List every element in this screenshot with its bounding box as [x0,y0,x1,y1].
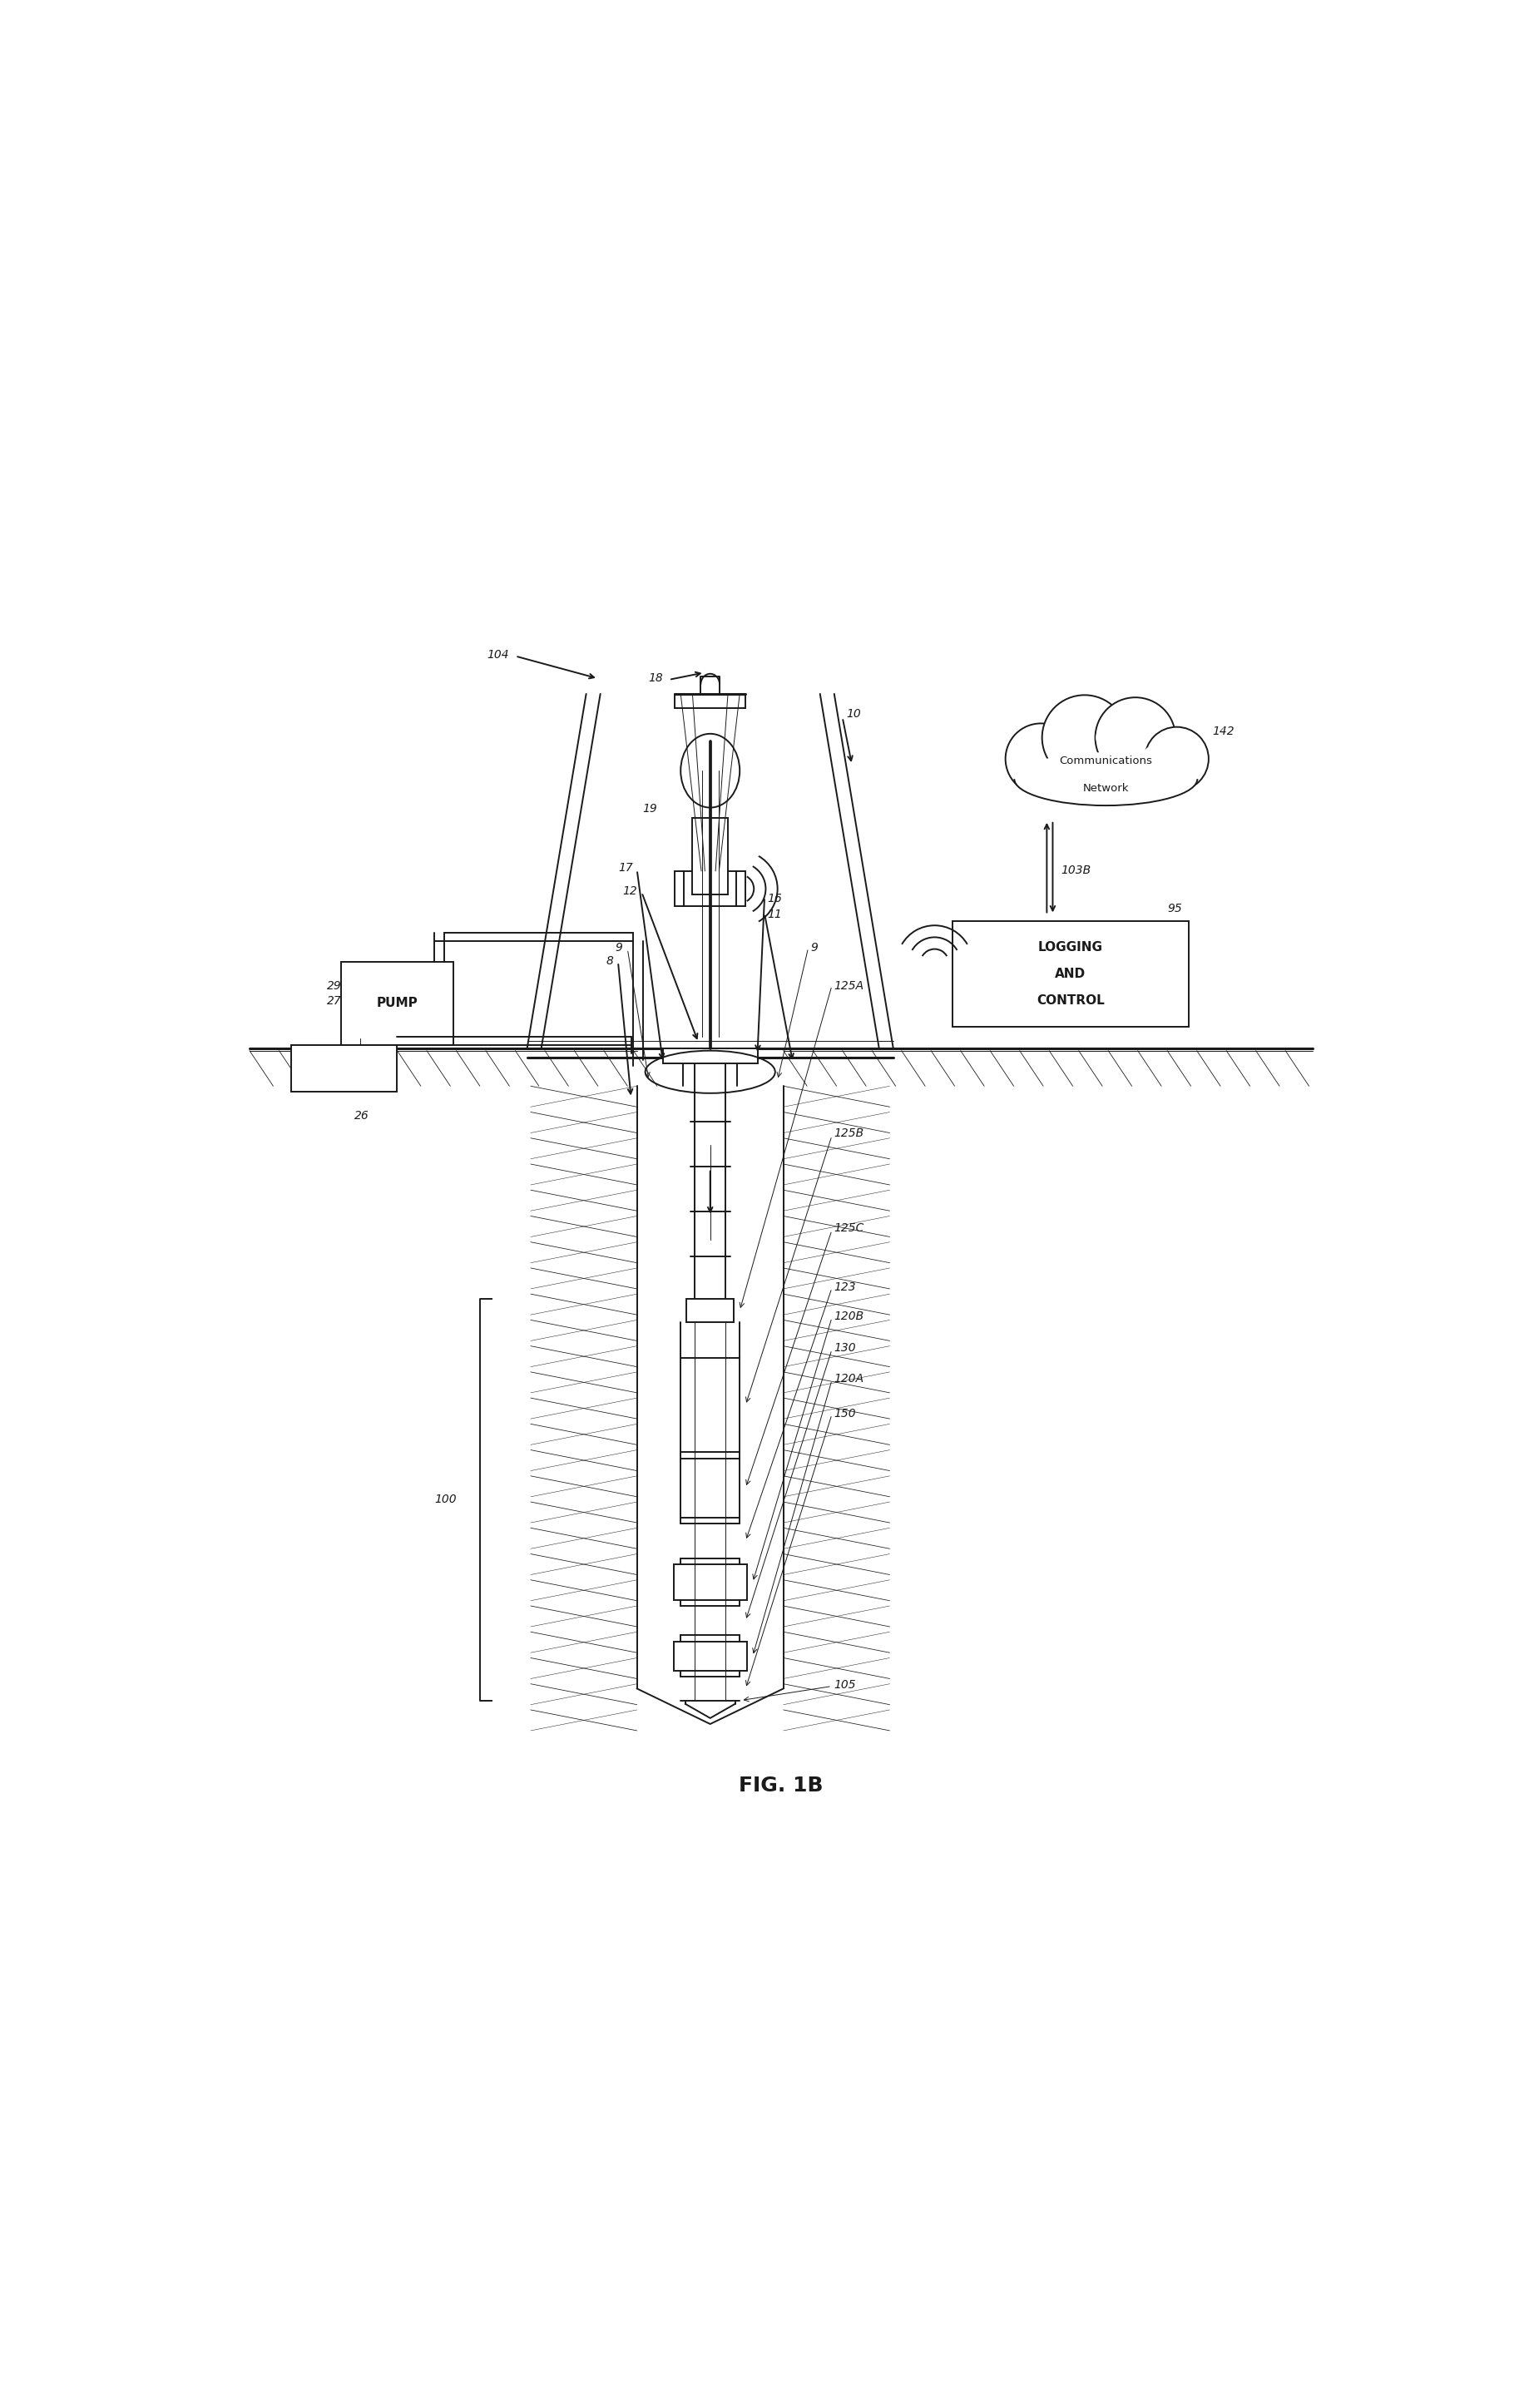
Bar [681,1459,739,1517]
Text: 12: 12 [622,886,637,898]
Circle shape [1145,727,1209,790]
Text: 27: 27 [328,995,341,1007]
Circle shape [1096,698,1175,778]
Text: FIG. 1B: FIG. 1B [739,1775,823,1796]
Bar [684,872,736,905]
Text: 10: 10 [846,708,861,720]
Text: 125A: 125A [834,980,864,992]
Text: 125C: 125C [834,1221,864,1233]
Bar [674,1565,747,1599]
Text: 19: 19 [642,802,657,814]
Bar [952,920,1189,1028]
Text: 26: 26 [355,1110,369,1122]
Circle shape [1042,696,1128,780]
Bar [341,963,453,1045]
Bar [686,1298,733,1322]
Text: 9: 9 [616,942,623,954]
Text: 11: 11 [767,908,782,920]
Bar [674,1642,747,1671]
Text: 9: 9 [811,942,818,954]
Text: LOGGING: LOGGING [1038,942,1103,954]
Ellipse shape [1015,751,1198,807]
Bar [663,1047,757,1064]
Text: 17: 17 [619,862,634,874]
Text: 18: 18 [648,672,663,684]
Text: 95: 95 [1167,903,1183,915]
Text: 100: 100 [434,1493,456,1505]
Text: Communications: Communications [1059,756,1152,766]
Bar [692,819,728,896]
Text: 104: 104 [488,650,509,660]
Text: CONTROL: CONTROL [1036,995,1105,1007]
Circle shape [1141,744,1170,773]
Circle shape [1049,744,1077,773]
Text: 16: 16 [767,893,782,903]
Text: 150: 150 [834,1409,856,1418]
Text: 120A: 120A [834,1373,864,1385]
Text: 120B: 120B [834,1310,864,1322]
Text: AND: AND [1055,968,1087,980]
Text: 125B: 125B [834,1127,864,1139]
Text: PUMP: PUMP [376,997,418,1009]
Text: 29: 29 [328,980,341,992]
Text: 8: 8 [607,956,613,966]
Text: 105: 105 [834,1678,856,1690]
Text: 123: 123 [834,1281,856,1293]
Bar [681,1358,739,1452]
Bar [291,1045,398,1091]
Text: 130: 130 [834,1344,856,1353]
Text: 103B: 103B [1061,864,1091,877]
Text: 142: 142 [1212,725,1234,737]
Circle shape [1006,722,1076,795]
Text: Network: Network [1082,783,1129,795]
Circle shape [1096,722,1125,751]
